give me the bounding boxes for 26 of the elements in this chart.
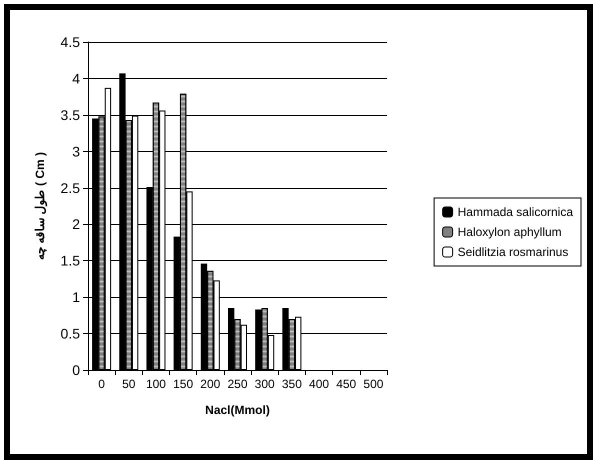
x-tick-label: 200 <box>200 377 221 391</box>
x-tick-label: 0 <box>98 377 106 391</box>
legend-label: Haloxylon aphyllum <box>458 225 562 239</box>
y-tick-label: 1 <box>72 289 80 306</box>
x-tick-label: 300 <box>254 377 276 391</box>
x-tick-label: 400 <box>309 377 330 391</box>
x-tick-label: 500 <box>363 377 384 391</box>
y-tick-label: 1.5 <box>60 252 80 269</box>
y-tick-label: 4 <box>72 70 80 86</box>
x-tick-label: 450 <box>336 377 357 391</box>
x-tick-label: 100 <box>146 377 166 391</box>
legend-label: Seidlitzia rosmarinus <box>458 245 568 259</box>
x-axis-title: Nacl(Mmol) <box>205 403 270 417</box>
y-tick-label: 2.5 <box>60 180 80 196</box>
y-tick-label: 0.5 <box>60 326 80 342</box>
x-tick-label: 350 <box>282 377 302 391</box>
y-axis-title: طول ساقه چه ( Cm ) <box>33 152 48 260</box>
x-tick-label: 50 <box>122 377 136 391</box>
x-tick-label: 150 <box>173 377 194 391</box>
y-tick-label: 0 <box>72 362 80 378</box>
y-tick-label: 2 <box>72 216 80 232</box>
y-tick-label: 3 <box>72 143 80 160</box>
y-tick-label: 3.5 <box>60 106 80 123</box>
legend-label: Hammada salicornica <box>458 205 574 219</box>
y-tick-label: 4.5 <box>60 34 80 50</box>
x-tick-label: 250 <box>227 377 248 391</box>
